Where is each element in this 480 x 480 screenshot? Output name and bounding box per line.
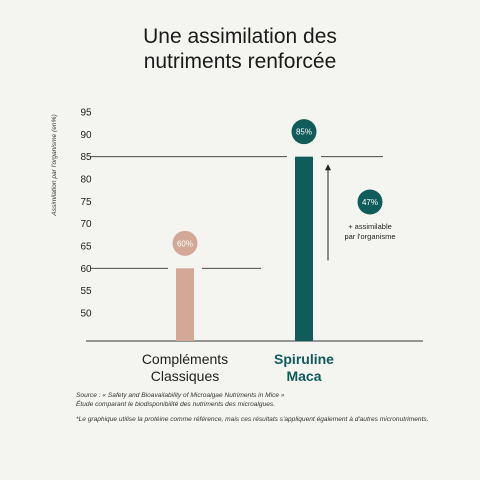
y-axis-ticks: 95 90 85 80 75 70 65 60 55 50 (80, 108, 92, 320)
chart-title: Une assimilation des nutriments renforcé… (0, 24, 480, 74)
y-tick-label: 55 (80, 286, 92, 297)
x-category-label: Spiruline (274, 351, 334, 367)
bar (176, 268, 194, 341)
x-category-label: Maca (286, 368, 321, 384)
annotation-arrow-head (325, 164, 331, 171)
chart-title-line-2: nutriments renforcée (143, 50, 337, 73)
annotation-badge (357, 189, 383, 215)
chart-title-line-1: Une assimilation des (143, 25, 337, 48)
source-line-1: Source : « Safety and Bioavailability of… (76, 392, 285, 399)
y-tick-label: 75 (80, 197, 92, 208)
y-tick-label: 95 (80, 108, 92, 119)
value-label: 60% (177, 239, 193, 248)
reference-lines (90, 156, 383, 269)
y-axis-label: Assimilation par l'organisme (en%) (51, 114, 58, 216)
y-tick-label: 50 (80, 309, 92, 320)
annotation-text: par l'organisme (344, 232, 395, 241)
footnotes: Source : « Safety and Bioavailability of… (76, 392, 466, 425)
x-category-label: Classiques (151, 368, 219, 384)
bars: 60% 85% (172, 119, 317, 341)
annotation-text: + assimilable (348, 222, 392, 231)
x-category-label: Compléments (142, 351, 228, 367)
footnote-note: *Le graphique utilise la protéine comme … (76, 416, 429, 423)
annotation-badge-label: 47% (362, 198, 378, 207)
y-tick-label: 70 (80, 219, 92, 230)
value-label: 85% (296, 128, 312, 137)
y-tick-label: 85 (80, 152, 92, 163)
value-badge (172, 230, 198, 256)
y-tick-label: 65 (80, 242, 92, 253)
y-tick-label: 80 (80, 175, 92, 186)
value-badge (291, 119, 317, 145)
source-line-2: Étude comparant le biodisponibilité des … (76, 400, 276, 408)
y-tick-label: 60 (80, 264, 92, 275)
bar (295, 156, 313, 341)
y-tick-label: 90 (80, 130, 92, 141)
